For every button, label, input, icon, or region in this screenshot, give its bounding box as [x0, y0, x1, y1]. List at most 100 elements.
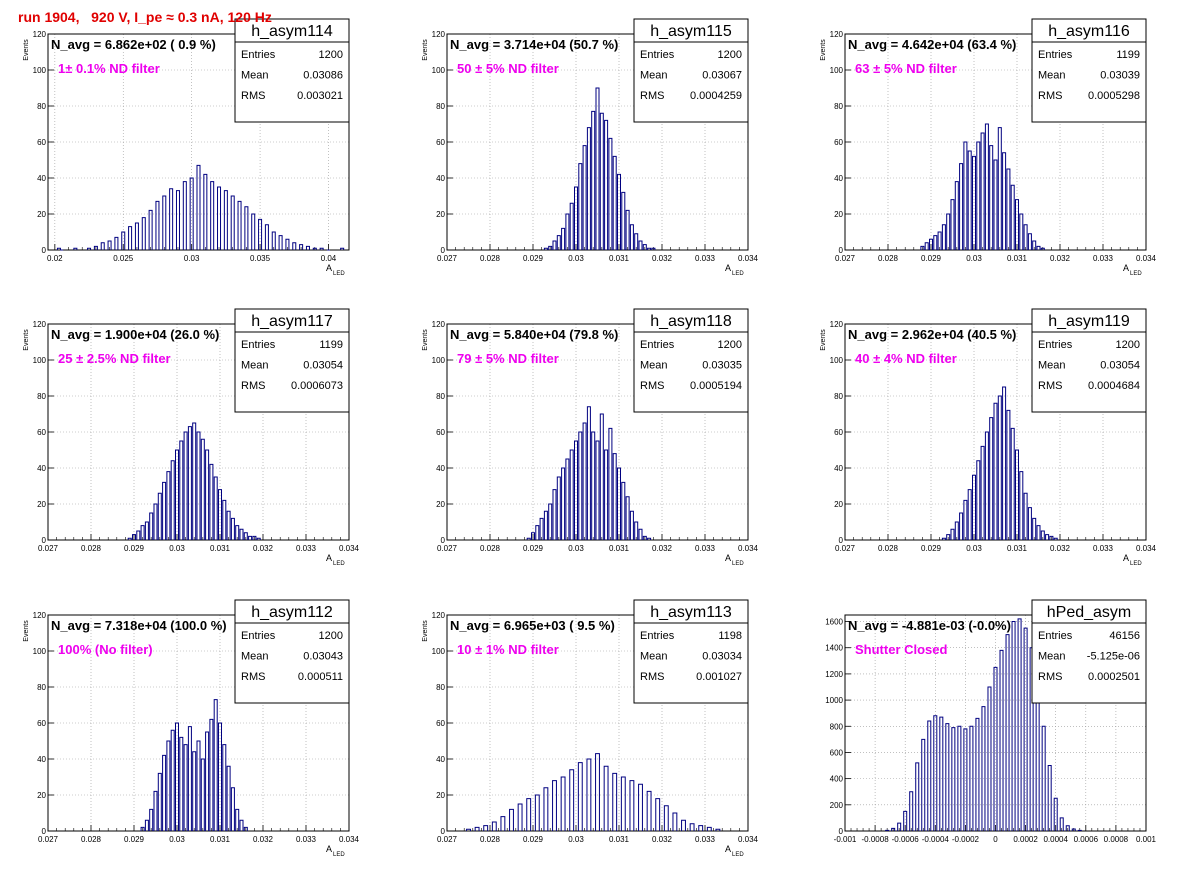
y-tick-label: 200 — [830, 801, 844, 810]
histogram-bin — [1041, 725, 1046, 831]
x-tick-label: 0.032 — [1050, 544, 1071, 553]
histogram-bin — [959, 163, 964, 250]
histogram-bin — [226, 765, 231, 831]
x-tick-label: 0.031 — [1007, 544, 1028, 553]
histogram-bin — [162, 754, 167, 831]
y-tick-label: 100 — [432, 66, 446, 75]
stats-value: 0.03043 — [303, 651, 343, 663]
x-tick-label: 0.033 — [695, 254, 716, 263]
filter-label: 79 ± 5% ND filter — [457, 351, 559, 366]
histogram-bin — [950, 528, 955, 540]
stats-value: 0.0004684 — [1088, 380, 1140, 392]
histogram-bin — [954, 521, 959, 540]
x-tick-label: 0.033 — [1093, 544, 1114, 553]
x-tick-label: -0.0002 — [952, 835, 980, 844]
histogram-bin — [140, 525, 145, 540]
x-tick-label: 0.04 — [321, 254, 337, 263]
histogram-bin — [56, 247, 61, 250]
histogram-panel-hPed_asym: -0.001 -0.0008 -0.0006 -0.0004 -0.0002 0 0.000… — [825, 599, 1157, 844]
histogram-bin — [629, 224, 634, 250]
x-tick-label: 0.031 — [210, 544, 231, 553]
histogram-bin — [552, 240, 557, 250]
histogram-bin — [891, 827, 896, 831]
x-tick-label: 0.034 — [738, 835, 759, 844]
y-tick-label: 0 — [441, 827, 446, 836]
y-axis-title: Events — [422, 329, 429, 351]
y-tick-label: 1000 — [825, 696, 843, 705]
histogram-bin — [196, 740, 201, 831]
histogram-bin — [946, 534, 951, 540]
histogram-bin — [586, 127, 591, 250]
x-tick-label: 0.03 — [966, 544, 982, 553]
histogram-bin — [534, 794, 540, 831]
histogram-bin — [561, 227, 566, 250]
x-tick-label: 0.033 — [695, 835, 716, 844]
histogram-bin — [573, 440, 579, 540]
y-axis-title: Events — [422, 620, 429, 642]
histogram-name: h_asym112 — [251, 604, 333, 621]
histogram-bin — [213, 476, 218, 540]
histogram-bin — [136, 530, 141, 540]
stats-label: Mean — [640, 70, 668, 82]
histogram-name: h_asym115 — [650, 23, 732, 40]
histogram-bin — [621, 191, 626, 250]
y-tick-label: 40 — [834, 464, 843, 473]
histogram-bin — [715, 828, 721, 831]
x-tick-label: 0.032 — [253, 544, 274, 553]
histogram-bin — [625, 209, 630, 250]
histogram-bin — [230, 517, 235, 540]
histogram-bin — [556, 235, 561, 250]
histogram-bin — [573, 186, 579, 250]
stats-value: 1200 — [319, 630, 343, 642]
x-tick-label: 0.031 — [210, 835, 231, 844]
x-tick-label: 0.028 — [878, 254, 899, 263]
histogram-bin — [526, 537, 531, 540]
y-tick-label: 60 — [834, 138, 843, 147]
filter-label: 40 ± 4% ND filter — [855, 351, 957, 366]
histogram-bin — [1023, 492, 1028, 540]
histogram-bin — [663, 805, 669, 831]
histogram-bin — [981, 706, 986, 831]
histogram-bin — [107, 240, 112, 250]
histogram-bin — [131, 534, 137, 540]
histogram-bin — [560, 776, 566, 831]
histogram-bin — [166, 471, 171, 540]
histogram-bin — [993, 402, 998, 540]
stats-box — [234, 599, 350, 704]
filter-label: 63 ± 5% ND filter — [855, 61, 957, 76]
histogram-bin — [989, 145, 994, 250]
histogram-bin — [148, 209, 153, 250]
histogram-bin — [474, 826, 480, 831]
histogram-bin — [927, 720, 932, 831]
y-tick-label: 80 — [37, 392, 46, 401]
x-tick-label: 0.029 — [523, 544, 544, 553]
stats-value: 1199 — [1116, 49, 1140, 61]
histogram-bin — [548, 245, 553, 250]
histogram-bin — [144, 819, 149, 831]
histogram-bin — [608, 137, 613, 250]
histogram-panel-h_asym115: 0.027 0.028 0.029 0.03 0.031 0.032 0.033 0.034 0… — [422, 18, 759, 277]
histogram-bin — [174, 722, 180, 831]
histogram-bin — [543, 247, 548, 250]
stats-box — [1031, 308, 1147, 413]
histogram-bin — [706, 826, 712, 831]
histogram-bin — [599, 413, 604, 540]
histogram-bin — [1014, 199, 1020, 250]
histogram-bin — [1053, 537, 1058, 540]
stats-box — [234, 308, 350, 413]
stats-value: 0.001027 — [696, 671, 742, 683]
y-tick-label: 120 — [33, 320, 47, 329]
histogram-bin — [604, 449, 609, 540]
histogram-bin — [698, 825, 704, 831]
y-tick-label: 80 — [37, 102, 46, 111]
histogram-bin — [959, 512, 964, 540]
histogram-bin — [634, 233, 639, 250]
histogram-bin — [578, 431, 583, 540]
x-tick-label: 0.035 — [250, 254, 271, 263]
x-tick-label: -0.001 — [834, 835, 857, 844]
histogram-bin — [192, 422, 197, 540]
y-tick-label: 0 — [42, 246, 47, 255]
x-tick-label: 0.029 — [921, 544, 942, 553]
y-tick-label: 20 — [37, 210, 46, 219]
stats-label: RMS — [1038, 671, 1062, 683]
